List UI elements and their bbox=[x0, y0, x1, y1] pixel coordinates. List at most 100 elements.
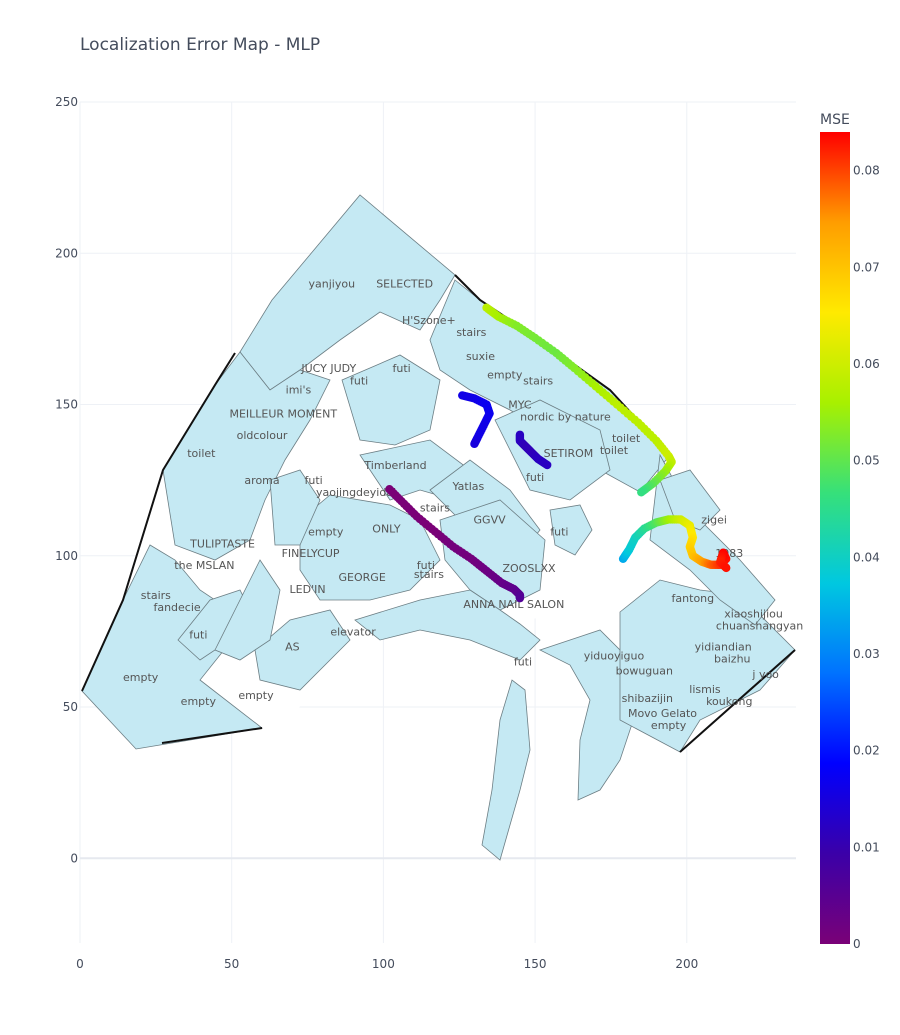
shop-label: ONLY bbox=[372, 523, 401, 536]
shop-label: nordic by nature bbox=[520, 411, 611, 424]
shop-label: empty bbox=[181, 695, 217, 708]
shop-label: koukong bbox=[706, 695, 752, 708]
shop-label: futi bbox=[417, 559, 435, 572]
shop-label: AS bbox=[285, 641, 300, 654]
y-tick-label: 150 bbox=[55, 398, 78, 412]
x-tick-label: 150 bbox=[524, 957, 547, 971]
shop-label: toilet bbox=[600, 444, 629, 457]
shop-label: LED'IN bbox=[290, 583, 326, 596]
shop-label: toilet bbox=[187, 447, 216, 460]
colorbar-tick-label: 0.02 bbox=[853, 744, 880, 758]
shop-label: GGVV bbox=[474, 513, 507, 526]
y-tick-label: 50 bbox=[63, 700, 78, 714]
shop-label: futi bbox=[526, 471, 544, 484]
shop-label: suxie bbox=[466, 350, 495, 363]
shop-label: futi bbox=[514, 656, 532, 669]
floor-plan bbox=[81, 194, 796, 861]
shop-label: empty bbox=[238, 689, 274, 702]
shop-label: aroma bbox=[244, 474, 279, 487]
shop-block-south-mall bbox=[354, 589, 541, 661]
shop-label: empty bbox=[651, 719, 687, 732]
x-tick-label: 100 bbox=[372, 957, 395, 971]
shop-label: elevator bbox=[330, 625, 376, 638]
x-tick-label: 200 bbox=[675, 957, 698, 971]
colorbar-tick-label: 0.07 bbox=[853, 260, 880, 274]
chart-title: Localization Error Map - MLP bbox=[80, 35, 320, 55]
shop-label: stairs bbox=[420, 501, 450, 514]
shop-label: FINELYCUP bbox=[282, 547, 340, 560]
colorbar-gradient bbox=[820, 132, 850, 944]
colorbar-tick-label: 0 bbox=[853, 937, 861, 951]
shop-block-elevator bbox=[254, 609, 351, 691]
colorbar: MSE 0 0.01 0.02 0.03 0.04 0.05 0.06 0.07 0.08 bbox=[820, 112, 880, 951]
shop-label: JUCY JUDY bbox=[300, 362, 356, 375]
shop-label: yanjiyou bbox=[309, 278, 356, 291]
shop-label: MEILLEUR MOMENT bbox=[229, 408, 337, 421]
shop-label: fandecie bbox=[153, 601, 200, 614]
colorbar-tick-label: 0.06 bbox=[853, 357, 880, 371]
wall-west bbox=[81, 352, 236, 692]
shop-label: Yatlas bbox=[451, 480, 484, 493]
shop-label: MYC bbox=[508, 399, 532, 412]
shop-label: yidiandian bbox=[695, 641, 752, 654]
shop-label: shibazijin bbox=[622, 692, 673, 705]
colorbar-tick-label: 0.08 bbox=[853, 164, 880, 178]
shop-label: stairs bbox=[523, 374, 553, 387]
shop-label: bowuguan bbox=[616, 665, 673, 678]
trajectory-points bbox=[385, 303, 731, 603]
shop-label: empty bbox=[487, 368, 523, 381]
shop-block-zigei bbox=[659, 469, 721, 531]
trajectory-point bbox=[722, 563, 731, 573]
shop-block-led bbox=[269, 469, 321, 546]
shop-label: empty bbox=[308, 526, 344, 539]
shop-label: fantong bbox=[672, 592, 715, 605]
shop-label: futi bbox=[350, 374, 368, 387]
shop-block-center-a bbox=[341, 354, 441, 446]
y-tick-label: 100 bbox=[55, 549, 78, 563]
trajectory-point bbox=[637, 488, 646, 497]
x-tick-label: 0 bbox=[76, 957, 84, 971]
shop-label: yaojingdeyidai bbox=[316, 486, 396, 499]
shop-label: ANNA NAIL SALON bbox=[463, 598, 564, 611]
shop-label: xiaoshijiou bbox=[724, 607, 783, 620]
shop-block-pier-a bbox=[481, 679, 531, 861]
colorbar-tick-label: 0.01 bbox=[853, 840, 880, 854]
shop-label: Timberland bbox=[363, 459, 426, 472]
shop-block-futi-round bbox=[549, 504, 593, 556]
colorbar-ticks: 0 0.01 0.02 0.03 0.04 0.05 0.06 0.07 0.08 bbox=[853, 164, 880, 951]
shop-label: baizhu bbox=[714, 653, 751, 666]
shop-label: zigei bbox=[701, 513, 727, 526]
shop-label: futi bbox=[392, 362, 410, 375]
colorbar-title: MSE bbox=[820, 112, 850, 128]
shop-label: yiduoyiguo bbox=[584, 650, 645, 663]
shop-label: imi's bbox=[286, 383, 312, 396]
shop-label: futi bbox=[189, 628, 207, 641]
shop-label: futi bbox=[550, 526, 568, 539]
shop-block-finelycup bbox=[214, 559, 281, 661]
shop-label: ZOOSLXX bbox=[502, 562, 555, 575]
y-tick-label: 200 bbox=[55, 246, 78, 260]
shop-label: GEORGE bbox=[339, 571, 386, 584]
shop-label: futi bbox=[305, 474, 323, 487]
shop-label: stairs bbox=[141, 589, 171, 602]
colorbar-tick-label: 0.04 bbox=[853, 550, 880, 564]
x-tick-label: 50 bbox=[224, 957, 239, 971]
shop-label: H'Szone+ bbox=[402, 314, 456, 327]
shop-label: toilet bbox=[612, 432, 641, 445]
y-tick-label: 0 bbox=[70, 851, 78, 865]
shop-block-setirom bbox=[494, 399, 611, 501]
shop-label: lismis bbox=[689, 683, 721, 696]
shop-label: the MSLAN bbox=[174, 559, 234, 572]
shop-block-west bbox=[162, 351, 331, 561]
trajectory-point bbox=[515, 593, 525, 603]
y-tick-label: 250 bbox=[55, 95, 78, 109]
shop-label: stairs bbox=[414, 568, 444, 581]
shop-label: Movo Gelato bbox=[628, 707, 697, 720]
shop-block-center-c bbox=[299, 494, 441, 601]
shop-label: SETIROM bbox=[544, 447, 594, 460]
axes: 0 50 100 150 200 0 50 100 150 200 250 bbox=[55, 95, 698, 971]
colorbar-tick-label: 0.05 bbox=[853, 454, 880, 468]
shop-label: oldcolour bbox=[237, 429, 288, 442]
shop-label: chuanshangyan bbox=[716, 619, 803, 632]
